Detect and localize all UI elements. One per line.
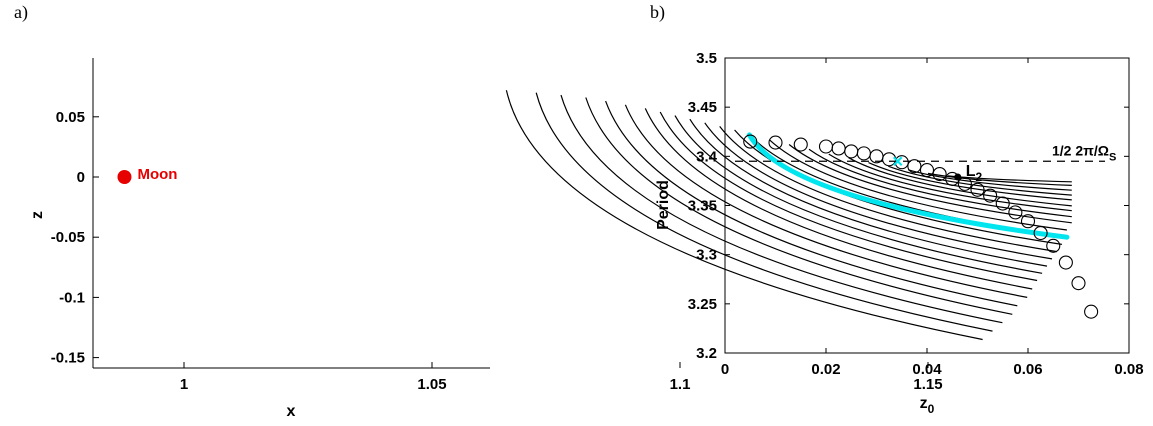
period-point: [957, 176, 972, 191]
chart-a-y-tick-label: -0.1: [59, 289, 85, 306]
chart-a-x-axis-label: x: [287, 403, 296, 420]
chart-b-x-axis-label: z0: [920, 395, 935, 416]
period-point: [995, 196, 1010, 211]
chart-a-orbit-curve: [689, 118, 1048, 267]
chart-b-y-tick-label: 3.4: [696, 148, 718, 165]
l2-label-sub: 2: [976, 170, 983, 184]
chart-b-y-tick-label: 3.25: [688, 296, 717, 313]
chart-a-x-tick-label: 1.1: [670, 376, 691, 393]
chart-a-orbit-curve: [560, 94, 1003, 324]
period-point: [970, 182, 985, 197]
chart-a-curves: [505, 90, 1072, 341]
period-point: [945, 171, 960, 186]
chart-a-orbit-curve: [505, 90, 983, 341]
panel-a-label: a): [14, 2, 28, 23]
chart-a-y-ticks: 0.05 0 -0.05 -0.1 -0.15: [51, 109, 99, 367]
period-point: [983, 188, 998, 203]
chart-a-orbit-curve: [535, 92, 993, 332]
chart-b-x-ticks: 0 0.02 0.04 0.06 0.08: [721, 58, 1144, 378]
period-point: [1046, 238, 1061, 253]
chart-b-x-axis-label-sub: 0: [928, 402, 935, 416]
period-point: [932, 166, 947, 182]
chart-a-orbit-curve: [624, 104, 1028, 298]
period-point: [818, 139, 834, 154]
chart-a-orbit-curve: [808, 148, 1072, 218]
chart-b-y-tick-label: 3.5: [696, 50, 717, 67]
period-point: [856, 146, 871, 161]
chart-a-x-ticks: 0.9511.051.11.151.2: [180, 362, 943, 393]
period-point: [882, 152, 897, 167]
chart-a: 0.050-0.05-0.1-0.15 0.9511.051.11.151.2 …: [29, 58, 1072, 420]
chart-a-orbit-curve: [927, 172, 1072, 186]
chart-a-orbit-curve: [868, 162, 1072, 201]
ref-label-pi: π: [1083, 142, 1094, 158]
chart-b-y-tick-label: 3.2: [696, 345, 717, 362]
period-point: [743, 134, 758, 149]
period-point: [831, 141, 846, 156]
chart-b-points: [743, 134, 1099, 319]
period-point: [1033, 225, 1048, 241]
period-point: [768, 135, 783, 150]
l2-label: L2: [966, 163, 983, 184]
chart-b-reference-line: 1/2 2π/ΩS: [735, 142, 1116, 163]
period-point: [907, 159, 922, 174]
period-point: [1071, 276, 1086, 291]
ref-label-slash: /Ω: [1094, 142, 1109, 158]
chart-a-orbit-curve: [788, 144, 1072, 224]
chart-a-highlight-curve: [746, 132, 1070, 240]
chart-a-y-tick-label: 0: [77, 169, 85, 186]
period-point: [1008, 205, 1023, 220]
panel-b-label: b): [650, 2, 665, 23]
period-point: [919, 163, 935, 178]
chart-a-x-tick-label: 1.15: [913, 376, 942, 393]
chart-a-x-tick-label: 1: [180, 376, 188, 393]
chart-b-x-tick-label: 0: [721, 361, 729, 378]
chart-a-orbit-curve: [644, 108, 1033, 290]
chart-a-orbit-curve: [908, 169, 1072, 191]
chart-b-y-tick-label: 3.35: [688, 198, 717, 215]
chart-a-y-tick-label: -0.05: [51, 229, 85, 246]
chart-b-y-axis-label: Period: [655, 180, 672, 230]
reference-line-label: 1/2 2π/ΩS: [1052, 142, 1116, 163]
chart-a-y-tick-label: -0.15: [51, 350, 85, 367]
chart-b: 3.5 3.45 3.4 3.35 3.3 3.25 3.2 0 0.02 0.04 0.06 0.…: [655, 50, 1144, 416]
period-point: [1020, 214, 1036, 229]
moon-marker: [117, 170, 132, 184]
chart-a-annotations: Moon L2: [117, 163, 983, 184]
chart-a-orbit-curve: [768, 139, 1067, 231]
l2-label-main: L: [966, 163, 976, 180]
chart-b-x-tick-label: 0.08: [1114, 361, 1143, 378]
chart-b-x-axis-label-main: z: [920, 395, 928, 412]
period-point: [1058, 255, 1073, 270]
chart-a-orbit-curve: [888, 165, 1072, 196]
chart-b-y-ticks: 3.5 3.45 3.4 3.35 3.3 3.25 3.2: [688, 50, 1129, 362]
ref-label-sub: S: [1109, 151, 1116, 163]
highlight-point-mark: [893, 156, 903, 166]
chart-b-y-tick-label: 3.45: [688, 99, 717, 116]
chart-a-orbit-curve: [605, 100, 1018, 307]
chart-b-y-tick-label: 3.3: [696, 247, 717, 264]
chart-a-y-tick-label: 0.05: [56, 109, 85, 126]
chart-a-orbit-curve: [674, 115, 1043, 274]
period-point: [793, 137, 808, 152]
l2-marker: [954, 173, 962, 181]
chart-b-x-tick-label: 0.02: [811, 361, 840, 378]
chart-a-axes: [92, 58, 490, 369]
moon-label: Moon: [137, 166, 177, 183]
period-point: [844, 144, 859, 159]
ref-label-prefix: 1/2 2: [1052, 142, 1083, 158]
chart-a-orbit-curve: [659, 111, 1038, 282]
chart-a-orbit-curve: [585, 97, 1013, 315]
chart-b-x-tick-label: 0.04: [912, 361, 942, 378]
period-point: [1084, 304, 1099, 319]
chart-a-orbit-curve: [828, 153, 1072, 212]
chart-a-orbit-curve: [719, 126, 1058, 253]
chart-b-x-tick-label: 0.06: [1013, 361, 1042, 378]
period-point: [894, 155, 909, 170]
chart-a-x-tick-label: 1.05: [417, 376, 446, 393]
chart-a-orbit-curve: [848, 157, 1072, 207]
chart-a-y-axis-label: z: [29, 211, 46, 219]
